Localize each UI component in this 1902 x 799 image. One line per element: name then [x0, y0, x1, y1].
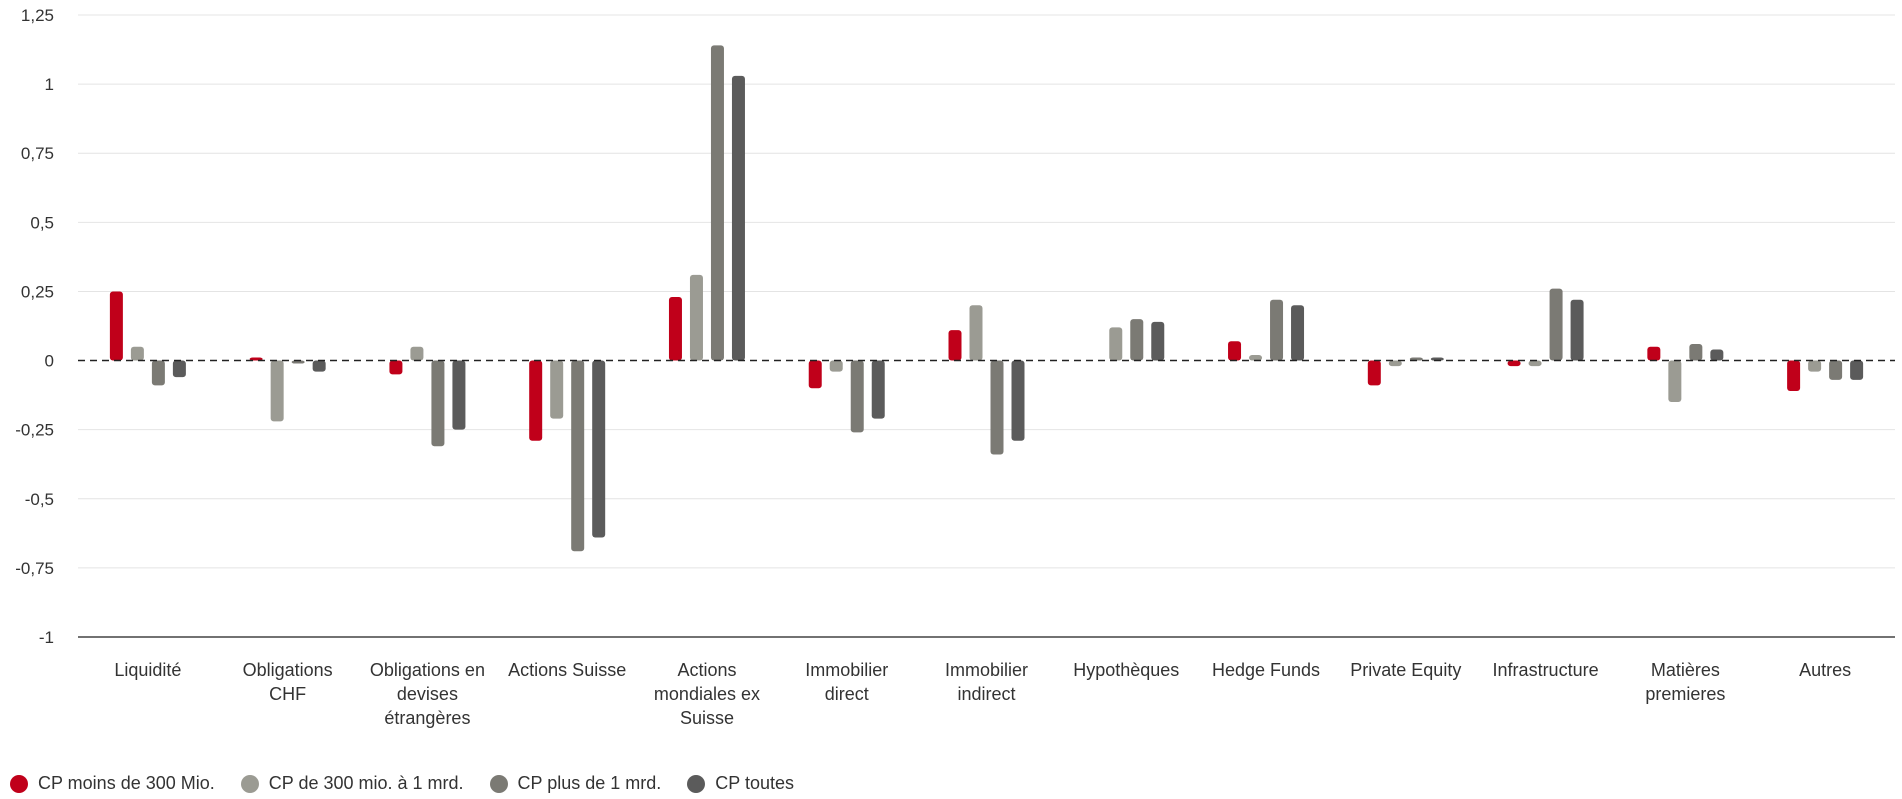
bar [1270, 299, 1284, 361]
category-label: direct [825, 684, 869, 704]
category-label: Hedge Funds [1212, 660, 1320, 680]
category-label: Obligations en [370, 660, 485, 680]
category-label: Suisse [680, 708, 734, 728]
bar [1367, 360, 1381, 386]
bar [808, 360, 822, 389]
bar [948, 330, 962, 361]
bar [431, 360, 445, 447]
bar [1549, 288, 1563, 361]
legend-item: CP plus de 1 mrd. [489, 773, 662, 794]
legend-label: CP toutes [715, 773, 794, 793]
bar [1249, 355, 1263, 361]
y-tick-label: 0 [45, 352, 54, 371]
category-label: Infrastructure [1493, 660, 1599, 680]
legend-label: CP plus de 1 mrd. [517, 773, 662, 793]
bar [270, 360, 284, 422]
bar [668, 296, 682, 361]
category-label: Immobilier [945, 660, 1028, 680]
bar [1808, 360, 1822, 372]
bar [1507, 360, 1521, 367]
bar [710, 45, 724, 361]
category-label: Hypothèques [1073, 660, 1179, 680]
bar [529, 360, 543, 441]
bar [1130, 319, 1144, 361]
bar [1647, 346, 1661, 361]
y-axis-tick-labels: -1 -0,75 -0,5 -0,25 0 0,25 0,5 0,75 1 1,25 [15, 6, 54, 647]
bar [1291, 305, 1305, 361]
legend-item: CP de 300 mio. à 1 mrd. [240, 773, 464, 794]
legend-label: CP de 300 mio. à 1 mrd. [268, 773, 464, 793]
bar [410, 346, 424, 361]
bar [1829, 360, 1843, 380]
bar [1151, 321, 1165, 361]
category-label: premieres [1645, 684, 1725, 704]
bar [312, 360, 326, 372]
bar [689, 274, 703, 361]
bar [151, 360, 165, 386]
y-tick-label: -1 [39, 628, 54, 647]
bar [1228, 341, 1242, 361]
bar [550, 360, 564, 419]
bar [571, 360, 585, 552]
bar [1710, 349, 1724, 361]
x-axis-category-labels: Liquidité Obligations CHF Obligations en dev… [114, 660, 1851, 728]
bar [1388, 360, 1402, 367]
bar [130, 346, 144, 361]
y-tick-label: 1,25 [21, 6, 54, 25]
bar [592, 360, 606, 538]
legend-marker [240, 774, 259, 793]
y-tick-label: -0,25 [15, 421, 54, 440]
category-label: Liquidité [114, 660, 181, 680]
legend-label: CP moins de 300 Mio. [38, 773, 215, 793]
bar [452, 360, 466, 430]
category-label: Actions [677, 660, 736, 680]
gridlines [78, 14, 1895, 569]
legend-item: CP toutes [687, 773, 794, 794]
legend-marker [10, 774, 28, 793]
category-label: devises [397, 684, 458, 704]
bar [1668, 360, 1682, 403]
legend-marker [687, 774, 706, 793]
bar [172, 360, 186, 378]
bar [990, 360, 1004, 455]
category-label: Private Equity [1350, 660, 1461, 680]
y-tick-label: 0,25 [21, 282, 54, 301]
category-label: étrangères [384, 708, 470, 728]
category-label: CHF [269, 684, 306, 704]
category-label: Autres [1799, 660, 1851, 680]
legend-item: CP moins de 300 Mio. [10, 773, 215, 794]
y-tick-label: 0,75 [21, 144, 54, 163]
category-label: Actions Suisse [508, 660, 626, 680]
bar [829, 360, 843, 372]
bar [850, 360, 864, 433]
bar [1109, 327, 1123, 361]
y-tick-label: -0,5 [25, 490, 54, 509]
bar [1011, 360, 1025, 441]
category-label: Obligations [243, 660, 333, 680]
bar [389, 360, 403, 375]
bar [109, 291, 123, 361]
bar [1689, 343, 1703, 361]
category-label: Immobilier [805, 660, 888, 680]
category-label: indirect [957, 684, 1015, 704]
category-label: mondiales ex [654, 684, 760, 704]
bar [871, 360, 885, 419]
y-tick-label: -0,75 [15, 559, 54, 578]
bar [731, 75, 745, 361]
y-tick-label: 0,5 [30, 213, 54, 232]
bars [109, 45, 1864, 552]
axes [78, 359, 1895, 638]
bar [969, 305, 983, 361]
bar [1787, 360, 1801, 391]
bar [1570, 299, 1584, 361]
legend: CP moins de 300 Mio. CP de 300 mio. à 1 m… [10, 773, 820, 794]
y-tick-label: 1 [45, 75, 54, 94]
bar [1528, 360, 1542, 367]
bar [1850, 360, 1864, 380]
category-label: Matières [1651, 660, 1720, 680]
legend-marker [489, 774, 508, 793]
